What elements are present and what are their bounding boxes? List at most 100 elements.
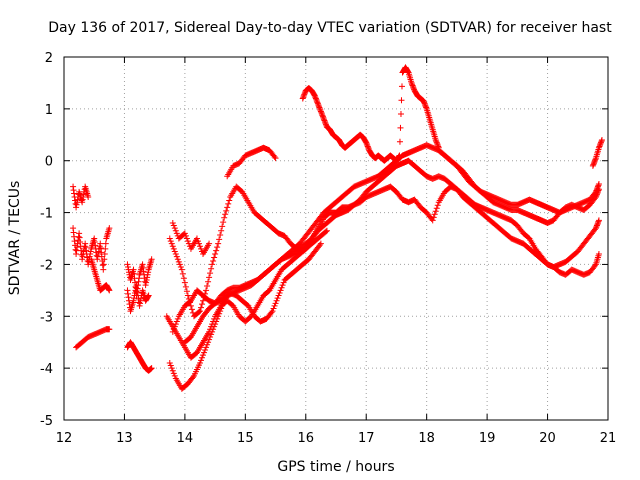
data-point (272, 155, 279, 162)
data-point (321, 117, 328, 124)
chart-title: Day 136 of 2017, Sidereal Day-to-day VTE… (48, 20, 612, 36)
data-point (363, 139, 370, 146)
data-point (275, 292, 282, 299)
data-point (75, 233, 82, 240)
data-point (223, 207, 230, 214)
data-point (174, 315, 181, 322)
data-point (202, 290, 209, 297)
data-point (322, 228, 329, 235)
data-point (184, 238, 191, 245)
data-point (98, 249, 105, 256)
x-tick-label: 18 (418, 431, 435, 446)
series-t11 (166, 240, 324, 392)
data-point (591, 159, 598, 166)
data-point (77, 238, 84, 245)
data-point (207, 334, 214, 341)
series-t5 (124, 256, 155, 299)
data-point (177, 264, 184, 271)
data-point (173, 230, 180, 237)
data-point (189, 374, 196, 381)
data-point (433, 138, 440, 145)
data-point (318, 109, 325, 116)
y-tick-label: -5 (40, 414, 53, 429)
data-point (92, 242, 99, 249)
data-point (183, 288, 190, 295)
data-point (140, 268, 147, 275)
data-point (315, 101, 322, 108)
data-point (74, 199, 81, 206)
data-point (132, 289, 139, 296)
data-point (125, 269, 132, 276)
data-point (221, 214, 228, 221)
data-point (217, 308, 224, 315)
x-tick-label: 12 (56, 431, 73, 446)
data-point (591, 262, 598, 269)
data-point (595, 181, 602, 188)
data-point (300, 94, 307, 101)
data-point (194, 238, 201, 245)
data-point (180, 275, 187, 282)
data-point (593, 187, 600, 194)
y-tick-label: 1 (45, 103, 53, 118)
data-point (79, 253, 86, 260)
data-point (299, 95, 306, 102)
data-point (71, 190, 78, 197)
data-point (170, 222, 177, 229)
data-point (106, 225, 113, 232)
data-point (125, 266, 132, 273)
data-point (202, 346, 209, 353)
data-point (598, 138, 605, 145)
data-point (124, 261, 131, 268)
y-tick-label: -3 (40, 310, 53, 325)
data-point (201, 349, 208, 356)
data-point (130, 297, 137, 304)
data-point (70, 183, 77, 190)
y-tick-label: 2 (45, 51, 53, 66)
data-point (185, 240, 192, 247)
data-point (82, 240, 89, 247)
data-point (434, 140, 441, 147)
data-point (94, 256, 101, 263)
data-point (124, 264, 131, 271)
data-point (410, 85, 417, 92)
data-point (102, 240, 109, 247)
data-point (211, 323, 218, 330)
data-point (169, 367, 176, 374)
data-point (405, 68, 412, 75)
series-t17 (589, 136, 605, 169)
data-point (314, 99, 321, 106)
data-point (592, 225, 599, 232)
data-points (70, 64, 605, 392)
data-point (215, 313, 222, 320)
data-point (595, 144, 602, 151)
data-point (224, 204, 231, 211)
data-point (80, 248, 87, 255)
data-point (82, 244, 89, 251)
data-point (172, 321, 179, 328)
data-point (106, 287, 113, 294)
data-point (182, 283, 189, 290)
data-point (276, 289, 283, 296)
data-point (70, 229, 77, 236)
data-point (432, 208, 439, 215)
data-point (171, 225, 178, 232)
data-point (208, 331, 215, 338)
data-point (397, 111, 404, 118)
y-tick-label: -2 (40, 258, 53, 273)
data-point (145, 293, 152, 300)
series-t8 (163, 183, 602, 361)
data-point (597, 139, 604, 146)
data-point (280, 279, 287, 286)
data-point (398, 83, 405, 90)
data-point (74, 196, 81, 203)
data-point (396, 138, 403, 145)
x-tick-label: 13 (116, 431, 133, 446)
data-point (198, 245, 205, 252)
data-point (433, 205, 440, 212)
data-point (178, 266, 185, 273)
data-point (136, 302, 143, 309)
data-point (434, 142, 441, 149)
data-point (172, 227, 179, 234)
y-tick-label: -4 (40, 362, 53, 377)
data-point (311, 92, 318, 99)
